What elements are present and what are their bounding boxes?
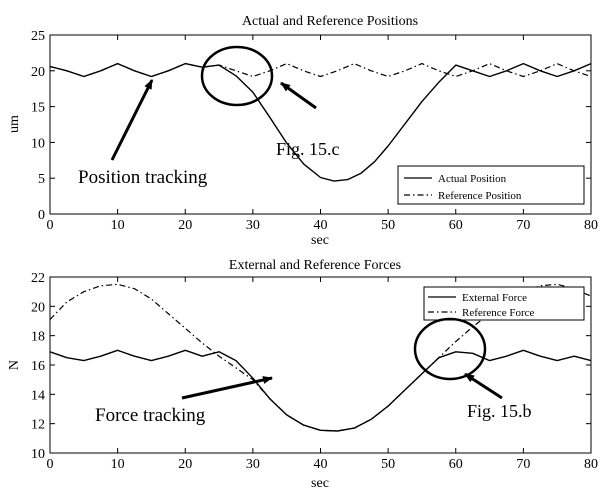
position-tracking-arrow xyxy=(110,79,154,161)
force-x-tick-label: 70 xyxy=(516,457,530,472)
position-x-tick-label: 0 xyxy=(47,218,54,233)
position-tracking-annotation: Position tracking xyxy=(78,167,208,188)
force-y-tick-label: 22 xyxy=(31,271,45,286)
position-series-actual-position xyxy=(49,62,592,182)
force-y-tick-label: 16 xyxy=(31,359,45,374)
force-x-tick-label: 60 xyxy=(449,457,463,472)
position-y-axis-label: um xyxy=(7,115,22,133)
position-x-axis-label: sec xyxy=(311,233,329,248)
force-y-tick-label: 18 xyxy=(31,330,45,345)
force-y-tick-label: 20 xyxy=(31,300,45,315)
position-x-tick-label: 10 xyxy=(111,218,125,233)
position-chart-title: Actual and Reference Positions xyxy=(242,14,418,29)
position-x-tick-label: 40 xyxy=(314,218,328,233)
position-x-tick-label: 60 xyxy=(449,218,463,233)
force-y-tick-label: 10 xyxy=(31,447,45,462)
force-y-tick-label: 12 xyxy=(31,418,45,433)
force-x-tick-label: 40 xyxy=(314,457,328,472)
force-tracking-annotation: Force tracking xyxy=(95,405,206,426)
position-tick-layer: 0 10 20 30 40 50 60 70 80 0 5 10 15 20 25 xyxy=(31,29,598,233)
position-legend: Actual Position Reference Position xyxy=(397,165,585,205)
position-y-tick-label: 25 xyxy=(31,29,45,44)
force-x-tick-label: 0 xyxy=(47,457,54,472)
position-y-tick-label: 10 xyxy=(31,136,45,151)
position-x-tick-label: 80 xyxy=(584,218,598,233)
position-chart: Actual and Reference Positions 0 10 20 30 40… xyxy=(7,14,598,248)
force-legend-label-external: External Force xyxy=(462,292,527,304)
position-y-tick-label: 15 xyxy=(31,101,45,116)
force-x-tick-label: 80 xyxy=(584,457,598,472)
force-tracking-arrow xyxy=(181,376,273,400)
position-y-tick-label: 5 xyxy=(38,172,45,187)
force-y-axis-label: N xyxy=(7,360,22,370)
force-x-tick-label: 30 xyxy=(246,457,260,472)
position-legend-box xyxy=(397,165,585,205)
fig15b-arrow xyxy=(464,372,503,400)
position-x-tick-label: 70 xyxy=(516,218,530,233)
fig15c-circle xyxy=(200,45,274,107)
position-x-tick-label: 50 xyxy=(381,218,395,233)
force-series-external-force xyxy=(49,349,592,432)
force-chart: External and Reference Forces 0 10 20 30 40 5… xyxy=(7,258,598,491)
force-x-tick-label: 20 xyxy=(178,457,192,472)
position-series-layer xyxy=(49,62,592,182)
position-legend-label-reference: Reference Position xyxy=(438,190,522,202)
force-legend-label-reference: Reference Force xyxy=(462,307,534,319)
force-x-axis-label: sec xyxy=(311,476,329,491)
force-chart-title: External and Reference Forces xyxy=(229,258,401,273)
fig15b-annotation: Fig. 15.b xyxy=(467,401,532,421)
position-x-tick-label: 30 xyxy=(246,218,260,233)
position-y-tick-label: 20 xyxy=(31,65,45,80)
force-legend: External Force Reference Force xyxy=(423,286,585,321)
position-y-tick-label: 0 xyxy=(38,208,45,223)
fig15c-arrow xyxy=(280,81,317,110)
force-x-tick-label: 10 xyxy=(111,457,125,472)
fig15c-annotation: Fig. 15.c xyxy=(276,139,340,159)
force-x-tick-label: 50 xyxy=(381,457,395,472)
fig15b-circle xyxy=(413,317,487,381)
position-x-tick-label: 20 xyxy=(178,218,192,233)
position-legend-label-actual: Actual Position xyxy=(438,173,507,185)
force-legend-box xyxy=(423,286,585,321)
force-y-tick-label: 14 xyxy=(31,388,45,403)
